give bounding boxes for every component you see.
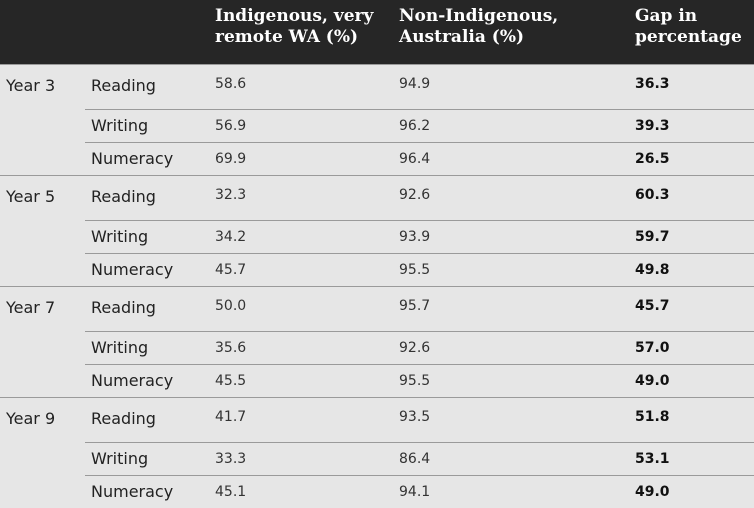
indigenous-value: 33.3 — [209, 441, 393, 475]
subject-cell: Numeracy — [85, 141, 209, 175]
year-label: Year 3 — [0, 63, 85, 175]
non-indigenous-value: 86.4 — [393, 441, 629, 475]
gap-value: 45.7 — [629, 285, 754, 331]
table-row: Writing 34.2 93.9 59.7 — [0, 219, 754, 253]
gap-value: 49.0 — [629, 474, 754, 508]
subject-cell: Writing — [85, 219, 209, 253]
table-body: Year 3 Reading 58.6 94.9 36.3 Writing 56.9 96.2… — [0, 63, 754, 508]
header-row: Indigenous, very remote WA (%) Non-Indig… — [0, 0, 754, 64]
indigenous-value: 35.6 — [209, 330, 393, 364]
subject-cell: Reading — [85, 174, 209, 220]
gap-value: 59.7 — [629, 219, 754, 253]
header-subject — [85, 0, 209, 64]
subject-cell: Numeracy — [85, 363, 209, 397]
indigenous-value: 45.5 — [209, 363, 393, 397]
year-label: Year 9 — [0, 396, 85, 508]
indigenous-value: 69.9 — [209, 141, 393, 175]
subject-cell: Numeracy — [85, 474, 209, 508]
header-gap: Gap in percentage — [629, 0, 754, 64]
subject-cell: Reading — [85, 63, 209, 109]
table-row: Writing 35.6 92.6 57.0 — [0, 330, 754, 364]
non-indigenous-value: 92.6 — [393, 330, 629, 364]
header-non-indigenous: Non-Indigenous, Australia (%) — [393, 0, 629, 64]
subject-cell: Reading — [85, 396, 209, 442]
table-row: Numeracy 45.7 95.5 49.8 — [0, 252, 754, 286]
gap-value: 49.8 — [629, 252, 754, 286]
gap-value: 26.5 — [629, 141, 754, 175]
header-indigenous: Indigenous, very remote WA (%) — [209, 0, 393, 64]
indigenous-value: 45.7 — [209, 252, 393, 286]
subject-cell: Writing — [85, 441, 209, 475]
table-row: Year 5 Reading 32.3 92.6 60.3 — [0, 174, 754, 286]
table-row: Year 7 Reading 50.0 95.7 45.7 — [0, 285, 754, 397]
gap-value: 60.3 — [629, 174, 754, 220]
indigenous-value: 41.7 — [209, 396, 393, 442]
non-indigenous-value: 92.6 — [393, 174, 629, 220]
non-indigenous-value: 95.5 — [393, 252, 629, 286]
gap-value: 57.0 — [629, 330, 754, 364]
table-row: Numeracy 45.1 94.1 49.0 — [0, 474, 754, 508]
non-indigenous-value: 95.7 — [393, 285, 629, 331]
non-indigenous-value: 93.5 — [393, 396, 629, 442]
subject-cell: Writing — [85, 108, 209, 142]
table-row: Year 9 Reading 41.7 93.5 51.8 — [0, 396, 754, 508]
indigenous-value: 34.2 — [209, 219, 393, 253]
non-indigenous-value: 94.9 — [393, 63, 629, 109]
non-indigenous-value: 93.9 — [393, 219, 629, 253]
table-row: Year 3 Reading 58.6 94.9 36.3 — [0, 63, 754, 175]
indigenous-value: 56.9 — [209, 108, 393, 142]
non-indigenous-value: 96.2 — [393, 108, 629, 142]
indigenous-value: 50.0 — [209, 285, 393, 331]
subject-cell: Reading — [85, 285, 209, 331]
header-year — [0, 0, 85, 64]
gap-value: 51.8 — [629, 396, 754, 442]
year-label: Year 5 — [0, 174, 85, 286]
gap-value: 36.3 — [629, 63, 754, 109]
year-label: Year 7 — [0, 285, 85, 397]
table-row: Numeracy 45.5 95.5 49.0 — [0, 363, 754, 397]
indigenous-value: 32.3 — [209, 174, 393, 220]
non-indigenous-value: 95.5 — [393, 363, 629, 397]
subject-cell: Writing — [85, 330, 209, 364]
indigenous-value: 58.6 — [209, 63, 393, 109]
subject-cell: Numeracy — [85, 252, 209, 286]
gap-value: 39.3 — [629, 108, 754, 142]
gap-value: 53.1 — [629, 441, 754, 475]
table-row: Numeracy 69.9 96.4 26.5 — [0, 141, 754, 175]
non-indigenous-value: 94.1 — [393, 474, 629, 508]
gap-value: 49.0 — [629, 363, 754, 397]
indigenous-value: 45.1 — [209, 474, 393, 508]
non-indigenous-value: 96.4 — [393, 141, 629, 175]
table-row: Writing 56.9 96.2 39.3 — [0, 108, 754, 142]
table-row: Writing 33.3 86.4 53.1 — [0, 441, 754, 475]
